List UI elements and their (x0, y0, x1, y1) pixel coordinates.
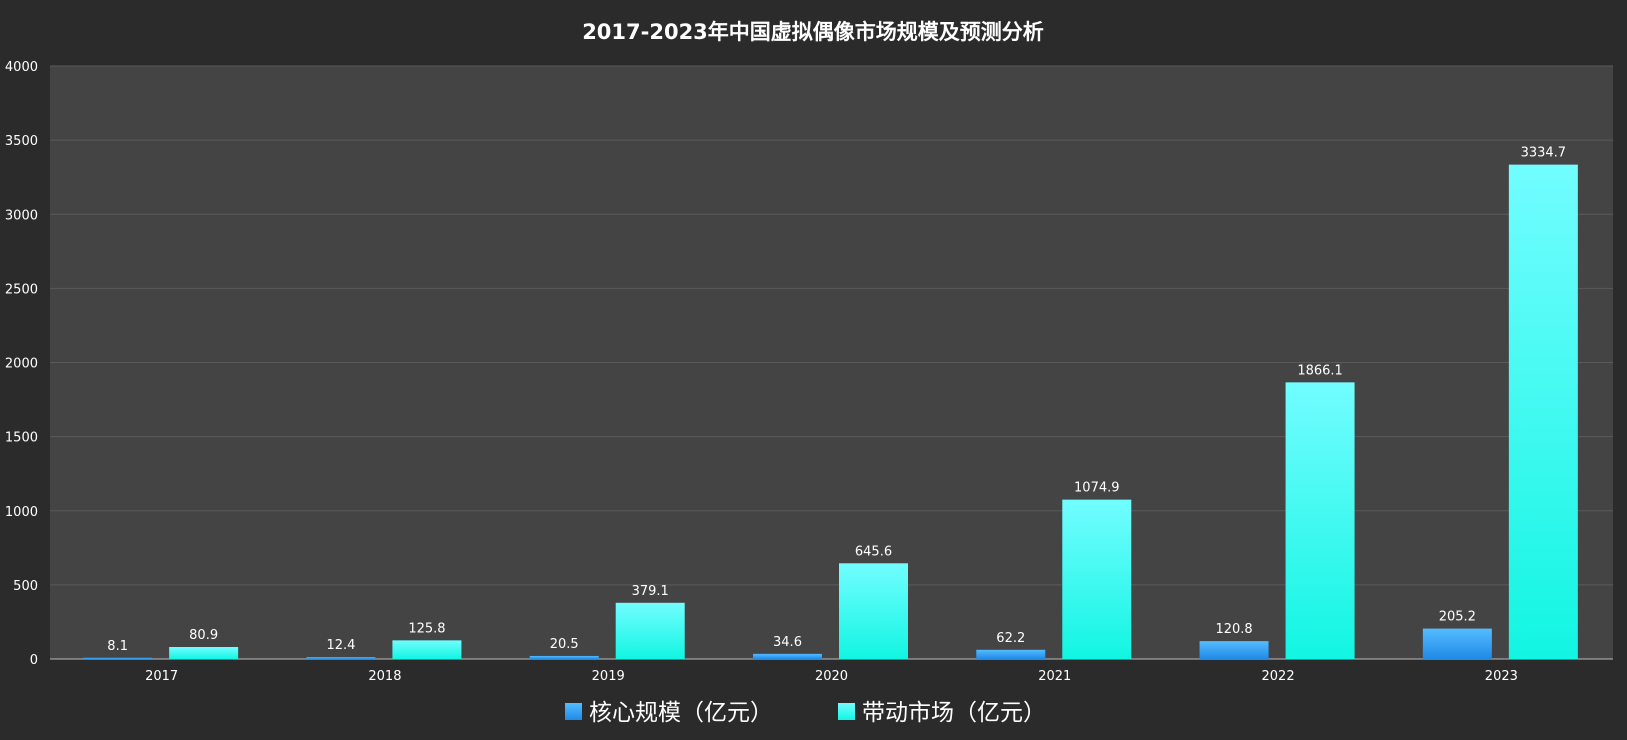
data-label-driven: 80.9 (189, 628, 218, 643)
bar-core (976, 649, 1046, 659)
data-label-core: 120.8 (1215, 622, 1252, 637)
x-tick-label: 2017 (145, 669, 178, 684)
y-tick-label: 2000 (5, 357, 38, 372)
bar-driven (615, 602, 685, 659)
data-label-core: 12.4 (326, 638, 355, 653)
data-label-driven: 1866.1 (1297, 363, 1343, 378)
bar-driven (1508, 164, 1578, 659)
x-tick-label: 2018 (368, 669, 401, 684)
x-tick-label: 2020 (815, 669, 848, 684)
data-label-core: 20.5 (550, 637, 579, 652)
data-label-core: 62.2 (996, 631, 1025, 646)
data-label-driven: 3334.7 (1521, 146, 1567, 161)
bar-core (753, 653, 822, 659)
bar-driven (392, 640, 462, 659)
bar-driven (839, 563, 908, 659)
x-tick-label: 2019 (592, 669, 625, 684)
data-label-core: 8.1 (107, 639, 128, 654)
x-tick-label: 2023 (1485, 669, 1518, 684)
chart-title: 2017-2023年中国虚拟偶像市场规模及预测分析 (582, 20, 1044, 44)
y-tick-label: 1500 (5, 431, 38, 446)
y-tick-label: 500 (13, 579, 38, 594)
data-label-driven: 125.8 (408, 621, 445, 636)
data-label-core: 205.2 (1439, 610, 1476, 625)
x-tick-label: 2021 (1038, 669, 1071, 684)
data-label-driven: 1074.9 (1074, 481, 1120, 496)
bar-core (306, 657, 376, 659)
y-tick-label: 0 (30, 653, 38, 668)
data-label-driven: 379.1 (632, 584, 669, 599)
legend-label-core: 核心规模（亿元） (589, 700, 773, 726)
y-tick-label: 1000 (5, 505, 38, 520)
x-tick-label: 2022 (1262, 669, 1295, 684)
legend-swatch-core (565, 703, 582, 720)
y-tick-label: 4000 (5, 60, 38, 75)
bar-driven (169, 647, 239, 659)
bar-driven (1285, 382, 1355, 659)
y-tick-label: 3500 (5, 134, 38, 149)
bar-core (1199, 641, 1269, 659)
legend-swatch-driven (838, 703, 855, 720)
data-label-core: 34.6 (773, 635, 802, 650)
bar-core (83, 657, 153, 659)
y-tick-label: 2500 (5, 282, 38, 297)
data-label-driven: 645.6 (855, 544, 892, 559)
bar-driven (1062, 499, 1132, 659)
bar-core (1422, 628, 1492, 659)
y-tick-label: 3000 (5, 208, 38, 223)
bar-core (529, 655, 599, 659)
legend: 核心规模（亿元） 带动市场（亿元） (565, 700, 1046, 726)
legend-label-driven: 带动市场（亿元） (862, 700, 1046, 726)
